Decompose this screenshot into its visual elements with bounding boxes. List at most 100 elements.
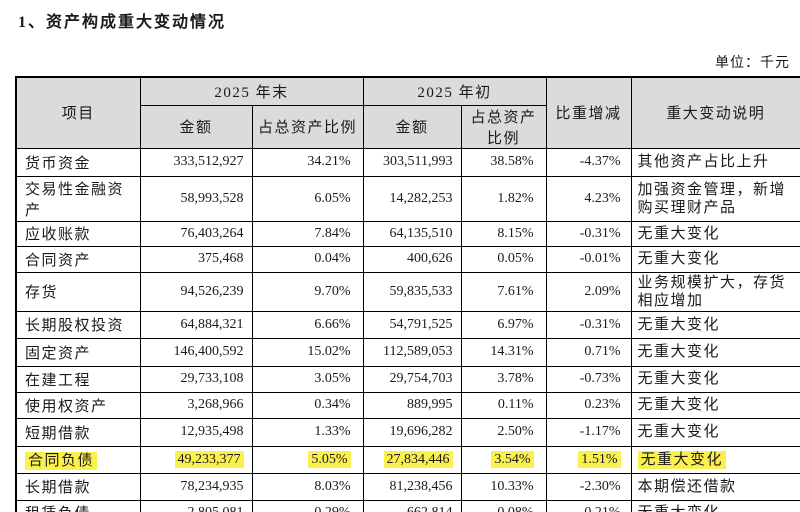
cell-begin-amount: 27,834,446 [362, 445, 462, 474]
cell-item: 合同资产 [15, 245, 141, 273]
table-body: 货币资金 333,512,927 34.21% 303,511,993 38.5… [15, 147, 800, 512]
cell-note: 无重大变化 [630, 445, 800, 474]
cell-begin-amount-text: 889,995 [407, 397, 453, 412]
cell-end-ratio-text: 0.04% [314, 251, 351, 266]
cell-end-ratio-text: 0.29% [314, 505, 350, 512]
table-row: 在建工程 29,733,108 3.05% 29,754,703 3.78% -… [15, 365, 800, 393]
cell-begin-amount: 303,511,993 [362, 147, 462, 177]
cell-note-text: 无重大变化 [637, 225, 721, 242]
cell-end-ratio: 0.04% [251, 245, 364, 273]
cell-end-amount-text: 29,733,108 [180, 371, 244, 386]
cell-begin-ratio: 14.31% [460, 337, 547, 367]
cell-end-amount-text: 146,400,592 [173, 344, 244, 359]
cell-begin-amount: 14,282,253 [362, 175, 462, 222]
cell-begin-amount: 29,754,703 [362, 365, 462, 393]
cell-item-text: 长期借款 [25, 480, 92, 496]
cell-end-ratio: 34.21% [251, 147, 364, 177]
cell-change-text: 2.09% [584, 283, 621, 299]
header-row-sub: 金额 占总资产比例 金额 占总资产 比例 [16, 104, 800, 149]
cell-end-ratio: 15.02% [251, 337, 364, 367]
cell-end-amount: 12,935,498 [139, 417, 253, 447]
cell-begin-amount: 54,791,525 [362, 310, 462, 339]
unit-label: 单位：千元 [715, 56, 790, 71]
document-page: 1、资产构成重大变动情况 单位：千元 项目 2025 年末 2025 年初 比重… [0, 8, 800, 512]
cell-end-amount-text: 49,233,377 [174, 450, 244, 468]
cell-begin-ratio-text: 1.82% [497, 190, 534, 206]
cell-begin-amount-text: 81,238,456 [389, 478, 453, 494]
cell-change-text: -0.31% [579, 316, 621, 332]
table-row: 使用权资产 3,268,966 0.34% 889,995 0.11% 0.23… [15, 391, 800, 419]
cell-note-text: 无重大变化 [637, 450, 727, 469]
header-group-year-end: 2025 年末 [139, 76, 364, 106]
cell-change-text: 0.23% [584, 397, 621, 412]
cell-change: -0.31% [545, 310, 632, 339]
cell-begin-ratio: 38.58% [460, 147, 547, 177]
cell-end-amount: 29,733,108 [139, 365, 253, 393]
cell-end-ratio-text: 0.34% [314, 397, 351, 412]
cell-item: 租赁负债 [15, 499, 141, 512]
cell-end-amount: 2,805,081 [139, 499, 253, 512]
table-header: 项目 2025 年末 2025 年初 比重增减 重大变动说明 金额 占总资产比例… [15, 76, 800, 149]
cell-end-amount-text: 12,935,498 [180, 424, 244, 439]
cell-note-text: 无重大变化 [637, 344, 721, 360]
cell-begin-ratio: 0.05% [460, 245, 547, 273]
cell-item: 合同负债 [15, 445, 141, 474]
cell-begin-amount: 64,135,510 [362, 220, 462, 247]
header-ratio-begin: 占总资产 比例 [460, 104, 547, 149]
cell-begin-ratio: 10.33% [460, 472, 547, 501]
cell-end-amount-text: 78,234,935 [180, 478, 244, 494]
cell-item-text: 合同负债 [25, 452, 98, 470]
cell-end-ratio: 9.70% [251, 271, 364, 312]
cell-change-text: 4.23% [584, 190, 621, 206]
cell-begin-amount: 112,589,053 [362, 337, 462, 367]
cell-end-amount: 64,884,321 [139, 310, 253, 339]
header-amount-begin: 金额 [362, 104, 462, 149]
header-item: 项目 [15, 76, 141, 149]
cell-begin-amount: 19,696,282 [362, 417, 462, 447]
cell-item: 短期借款 [15, 417, 141, 447]
cell-item-text: 应收账款 [25, 227, 92, 243]
cell-end-amount: 78,234,935 [139, 472, 253, 501]
cell-item: 存货 [15, 271, 141, 312]
cell-begin-ratio-text: 0.08% [497, 505, 533, 512]
cell-note-text: 无重大变化 [637, 424, 721, 440]
cell-change: -2.30% [545, 472, 632, 501]
cell-begin-ratio-text: 8.15% [497, 225, 534, 241]
cell-item: 使用权资产 [15, 391, 141, 419]
cell-end-amount-text: 76,403,264 [180, 225, 244, 241]
cell-item-text: 在建工程 [25, 372, 92, 389]
cell-end-ratio: 3.05% [251, 365, 364, 393]
cell-item: 固定资产 [15, 337, 141, 367]
cell-end-amount: 76,403,264 [139, 220, 253, 247]
cell-end-amount: 333,512,927 [139, 147, 253, 177]
cell-item: 长期股权投资 [15, 310, 141, 339]
cell-change: -0.31% [545, 220, 632, 247]
cell-item: 货币资金 [15, 147, 141, 177]
cell-item: 长期借款 [15, 472, 141, 501]
header-ratio-end: 占总资产比例 [251, 104, 364, 149]
header-note: 重大变动说明 [630, 76, 800, 149]
cell-end-ratio-text: 6.66% [314, 316, 351, 332]
cell-item-text: 合同资产 [25, 252, 92, 269]
cell-change: 0.21% [545, 499, 632, 512]
cell-end-ratio: 1.33% [251, 417, 364, 447]
cell-begin-ratio-text: 14.31% [490, 344, 534, 359]
page-title: 1、资产构成重大变动情况 [18, 14, 227, 31]
cell-begin-amount-text: 54,791,525 [389, 316, 453, 332]
cell-begin-ratio: 7.61% [460, 271, 547, 312]
cell-begin-ratio-text: 2.50% [497, 424, 534, 439]
cell-begin-ratio-text: 38.58% [490, 154, 534, 169]
cell-item-text: 租赁负债 [25, 506, 91, 512]
cell-begin-amount-text: 59,835,533 [389, 283, 453, 299]
cell-item: 在建工程 [15, 365, 141, 393]
cell-end-ratio: 6.66% [251, 310, 364, 339]
cell-end-amount: 375,468 [139, 245, 253, 273]
cell-change-text: -0.01% [579, 251, 621, 266]
table-row: 交易性金融资产 58,993,528 6.05% 14,282,253 1.82… [15, 175, 800, 222]
cell-note-text: 无重大变化 [637, 397, 721, 413]
cell-end-amount-text: 94,526,239 [180, 283, 244, 299]
cell-end-amount-text: 64,884,321 [180, 316, 244, 332]
cell-change: 0.23% [545, 391, 632, 419]
cell-begin-ratio: 1.82% [460, 175, 547, 222]
cell-note-text: 无重大变化 [637, 371, 721, 387]
